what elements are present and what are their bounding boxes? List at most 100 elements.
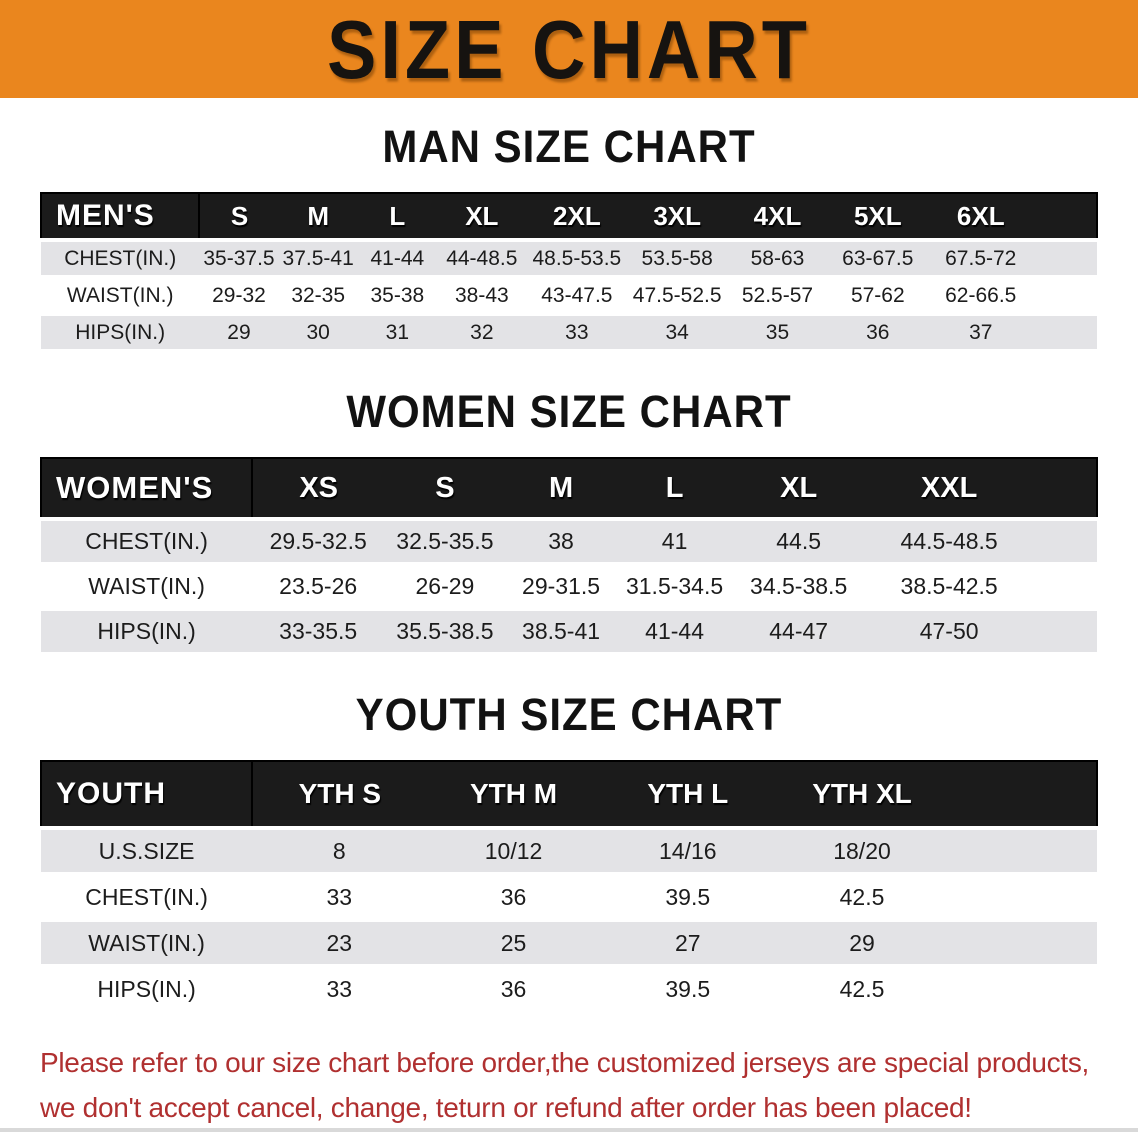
table-row: HIPS(IN.) 29 30 31 32 33 34 35 36 37 <box>41 314 1097 353</box>
size-header-row: YOUTH YTH S YTH M YTH L YTH XL <box>39 760 1098 830</box>
row-label: WAIST(IN.) <box>41 920 253 968</box>
table-row: CHEST(IN.) 33 36 39.5 42.5 <box>41 874 1097 922</box>
row-label: CHEST(IN.) <box>41 519 253 566</box>
size-value: 38-43 <box>436 277 527 316</box>
size-column-header: 4XL <box>727 192 828 242</box>
size-value: 37 <box>927 314 1034 353</box>
size-value: 34 <box>627 314 728 353</box>
spacer-cell <box>1033 609 1097 656</box>
row-label: CHEST(IN.) <box>41 240 200 279</box>
size-header-row: MEN'S S M L XL 2XL 3XL 4XL 5XL 6XL <box>39 192 1099 242</box>
mens-section-title: MAN SIZE CHART <box>382 121 756 172</box>
spacer-cell <box>1033 564 1097 611</box>
size-column-header: 5XL <box>827 192 928 242</box>
size-value: 29.5-32.5 <box>252 519 385 566</box>
size-value: 36 <box>827 314 928 353</box>
size-value: 41-44 <box>616 609 733 656</box>
size-value: 39.5 <box>600 874 775 922</box>
table-category-label: YOUTH <box>39 760 254 830</box>
size-value: 23.5-26 <box>252 564 385 611</box>
size-column-header: XXL <box>864 457 1034 521</box>
size-value: 14/16 <box>600 828 775 876</box>
size-column-header: S <box>199 192 279 242</box>
size-value: 33 <box>526 314 628 353</box>
table-category-label: MEN'S <box>39 192 201 242</box>
youth-section-title: YOUTH SIZE CHART <box>355 689 783 740</box>
size-column-header: 6XL <box>927 192 1034 242</box>
size-value: 39.5 <box>600 966 775 1014</box>
size-value: 37.5-41 <box>278 240 358 279</box>
size-value: 58-63 <box>727 240 828 279</box>
size-value: 42.5 <box>774 874 950 922</box>
womens-size-table: WOMEN'S XS S M L XL XXL CHEST(IN.) 29.5-32.5 32.5… <box>39 457 1099 656</box>
womens-section-title: WOMEN SIZE CHART <box>346 386 792 437</box>
size-value: 35.5-38.5 <box>384 609 506 656</box>
size-column-header: XS <box>252 457 385 521</box>
size-value: 27 <box>600 920 775 968</box>
disclaimer-line-1: Please refer to our size chart before or… <box>40 1047 1090 1078</box>
size-value: 38 <box>505 519 617 566</box>
size-column-header: XL <box>436 192 527 242</box>
mens-section: MAN SIZE CHART MEN'S S M L XL 2XL 3XL 4XL 5XL 6XL… <box>39 121 1099 353</box>
spacer-cell <box>949 874 1097 922</box>
size-value: 32-35 <box>278 277 358 316</box>
size-column-header: YTH L <box>600 760 775 830</box>
womens-section: WOMEN SIZE CHART WOMEN'S XS S M L XL XXL CHEST(… <box>39 386 1099 656</box>
size-value: 44-48.5 <box>436 240 527 279</box>
size-value: 33 <box>252 874 427 922</box>
size-value: 42.5 <box>774 966 950 1014</box>
size-value: 44.5 <box>732 519 865 566</box>
size-value: 57-62 <box>827 277 928 316</box>
size-value: 29 <box>199 314 279 353</box>
row-label: HIPS(IN.) <box>41 966 253 1014</box>
size-column-header: XL <box>732 457 865 521</box>
spacer-cell <box>949 920 1097 968</box>
size-value: 41-44 <box>357 240 437 279</box>
youth-section: YOUTH SIZE CHART YOUTH YTH S YTH M YTH L YTH… <box>39 689 1098 1014</box>
size-column-header: 2XL <box>526 192 628 242</box>
table-row: U.S.SIZE 8 10/12 14/16 18/20 <box>41 828 1097 876</box>
size-value: 47-50 <box>864 609 1034 656</box>
size-value: 67.5-72 <box>927 240 1034 279</box>
size-value: 38.5-42.5 <box>864 564 1034 611</box>
size-column-header: M <box>278 192 358 242</box>
spacer-cell <box>1033 277 1097 316</box>
table-row: WAIST(IN.) 23.5-26 26-29 29-31.5 31.5-34.5 34… <box>41 564 1097 611</box>
table-row: WAIST(IN.) 29-32 32-35 35-38 38-43 43-47.5 47.… <box>41 277 1097 316</box>
row-label: WAIST(IN.) <box>41 564 253 611</box>
size-value: 32.5-35.5 <box>384 519 506 566</box>
size-value: 44-47 <box>732 609 865 656</box>
size-value: 23 <box>252 920 427 968</box>
spacer-cell <box>1033 192 1099 242</box>
table-row: HIPS(IN.) 33 36 39.5 42.5 <box>41 966 1097 1014</box>
spacer-cell <box>1033 457 1099 521</box>
size-column-header: 3XL <box>627 192 728 242</box>
size-value: 48.5-53.5 <box>526 240 628 279</box>
size-value: 35-38 <box>357 277 437 316</box>
spacer-cell <box>1033 519 1097 566</box>
size-value: 36 <box>426 874 601 922</box>
size-value: 10/12 <box>426 828 601 876</box>
mens-size-table: MEN'S S M L XL 2XL 3XL 4XL 5XL 6XL CHEST(IN.) 35-37… <box>39 192 1099 353</box>
row-label: HIPS(IN.) <box>41 609 253 656</box>
size-value: 33 <box>252 966 427 1014</box>
size-value: 30 <box>278 314 358 353</box>
size-column-header: S <box>384 457 506 521</box>
size-value: 32 <box>436 314 527 353</box>
row-label: HIPS(IN.) <box>41 314 200 353</box>
size-value: 33-35.5 <box>252 609 385 656</box>
disclaimer-line-2: we don't accept cancel, change, teturn o… <box>40 1092 972 1123</box>
size-value: 53.5-58 <box>627 240 728 279</box>
table-row: CHEST(IN.) 29.5-32.5 32.5-35.5 38 41 44.5 44.5… <box>41 519 1097 566</box>
size-value: 35 <box>727 314 828 353</box>
spacer-cell <box>949 760 1098 830</box>
size-value: 25 <box>426 920 601 968</box>
size-header-row: WOMEN'S XS S M L XL XXL <box>39 457 1099 521</box>
size-value: 29 <box>774 920 950 968</box>
size-value: 29-32 <box>199 277 279 316</box>
size-value: 8 <box>252 828 427 876</box>
size-value: 52.5-57 <box>727 277 828 316</box>
table-row: WAIST(IN.) 23 25 27 29 <box>41 920 1097 968</box>
table-category-label: WOMEN'S <box>39 457 254 521</box>
